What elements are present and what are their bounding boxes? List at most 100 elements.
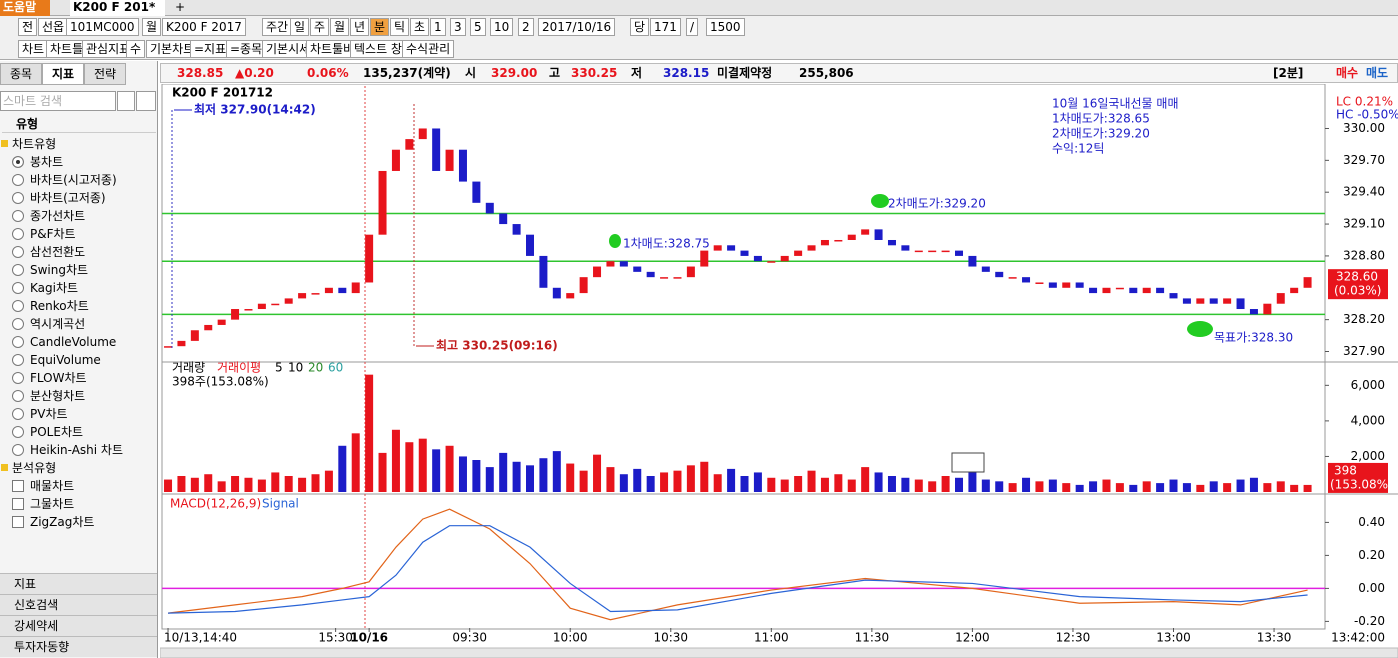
toolbar-button[interactable]: 일 [290,18,310,36]
toolbar-button[interactable]: 차트 [18,40,49,58]
toolbar-button[interactable]: 주 [310,18,330,36]
toolbar-button[interactable]: 텍스트 창 [350,40,406,58]
radio[interactable] [12,282,24,294]
radio[interactable] [12,336,24,348]
status-button[interactable]: [2분] [1273,66,1304,80]
list-item[interactable]: 역시계곡선 [30,317,86,331]
checkbox[interactable] [12,516,24,528]
sidebar-tab[interactable]: 전략 [84,63,126,85]
radio[interactable] [12,246,24,258]
radio[interactable] [12,300,24,312]
status-button[interactable]: 매수 [1336,66,1359,80]
toolbar-button[interactable]: 주간 [262,18,293,36]
radio[interactable] [12,426,24,438]
candle [981,266,990,272]
candle [365,234,374,283]
list-item[interactable]: EquiVolume [30,353,101,367]
list-item[interactable]: 봉차트 [30,155,64,169]
toolbar-button[interactable]: K200 F 2017 [162,18,246,36]
sidebar-tab[interactable]: 종목 [0,63,42,85]
checkbox[interactable] [12,498,24,510]
toolbar-button[interactable]: 3 [450,18,466,36]
toolbar-button[interactable]: 전 [18,18,38,36]
toolbar-button[interactable]: 5 [470,18,486,36]
search-clear[interactable] [117,91,135,111]
volume-bar [1276,481,1285,492]
toolbar-button[interactable]: 관심지표 [82,40,135,58]
list-item[interactable]: 삼선전환도 [30,245,86,259]
toolbar-button[interactable]: 수식관리 [402,40,455,58]
search-button[interactable] [136,91,156,111]
status-button[interactable]: 매도 [1366,66,1389,80]
toolbar-button[interactable]: 기본시세 [262,40,315,58]
toolbar-button[interactable]: 기본차트 [146,40,199,58]
sidebar-section[interactable]: 강세약세 [0,615,157,636]
toolbar-button[interactable]: 101MC000 [66,18,139,36]
toolbar-button[interactable]: 월 [142,18,162,36]
sidebar-section[interactable]: 신호검색 [0,594,157,615]
list-item[interactable]: 그물차트 [30,497,75,511]
list-item[interactable]: 종가선차트 [30,209,86,223]
legend-entry: MACD(12,26,9) [170,497,261,511]
toolbar-button[interactable]: 1500 [706,18,745,36]
candle [552,287,561,299]
radio[interactable] [12,408,24,420]
checkbox[interactable] [12,480,24,492]
radio[interactable] [12,192,24,204]
toolbar-button[interactable]: =지표 [190,40,231,58]
radio[interactable] [12,228,24,240]
radio[interactable] [12,354,24,366]
list-item[interactable]: ZigZag차트 [30,515,95,529]
radio[interactable] [12,210,24,222]
tab[interactable]: K200 F 201* [70,0,165,16]
toolbar-button[interactable]: 초 [410,18,430,36]
list-item[interactable]: 바차트(시고저종) [30,173,117,187]
group-title[interactable]: 분석유형 [12,461,57,475]
candle [418,128,427,140]
toolbar-button[interactable]: 당 [630,18,650,36]
list-item[interactable]: P&F차트 [30,227,76,241]
group-title[interactable]: 차트유형 [12,137,57,151]
list-item[interactable]: Swing차트 [30,263,89,277]
toolbar-button[interactable]: 틱 [390,18,410,36]
list-item[interactable]: CandleVolume [30,335,117,349]
tab[interactable]: + [175,0,186,14]
toolbar-button[interactable]: 선옵 [38,18,69,36]
radio[interactable] [12,156,24,168]
radio[interactable] [12,372,24,384]
toolbar-button[interactable]: 2017/10/16 [538,18,616,36]
toolbar-button[interactable]: 년 [350,18,370,36]
toolbar-button[interactable]: 1 [430,18,446,36]
sidebar-section[interactable]: 투자자동향 [0,636,157,657]
radio[interactable] [12,444,24,456]
toolbar-button[interactable]: 수 [126,40,146,58]
radio[interactable] [12,174,24,186]
radio[interactable] [12,264,24,276]
toolbar-button[interactable]: 10 [490,18,514,36]
section-title[interactable]: 유형 [2,115,156,133]
toolbar-button[interactable]: 2 [518,18,534,36]
toolbar-button[interactable]: / [686,18,699,36]
toolbar-button[interactable]: 차트틀 [46,40,88,58]
toolbar-button[interactable]: =종목 [226,40,267,58]
list-item[interactable]: 바차트(고저종) [30,191,106,205]
list-item[interactable]: PV차트 [30,407,68,421]
radio[interactable] [12,390,24,402]
list-item[interactable]: Heikin-Ashi 차트 [30,443,123,457]
toolbar-button[interactable]: 171 [650,18,681,36]
sidebar-tab[interactable]: 지표 [42,63,84,85]
list-item[interactable]: Kagi차트 [30,281,79,295]
list-item[interactable]: 매물차트 [30,479,75,493]
list-item[interactable]: 분산형차트 [30,389,86,403]
list-item[interactable]: Renko차트 [30,299,89,313]
sidebar-section[interactable]: 지표 [0,573,157,594]
toolbar-button[interactable]: 월 [330,18,350,36]
toolbar-button[interactable]: 분 [370,18,390,36]
radio[interactable] [12,318,24,330]
search-box[interactable]: 스마트 검색 [0,91,116,111]
legend-entry: 60 [328,361,343,375]
list-item[interactable]: FLOW차트 [30,371,87,385]
list-item[interactable]: POLE차트 [30,425,84,439]
toolbar-button[interactable]: 차트툴바 [306,40,359,58]
tab[interactable]: 도움말 [0,0,50,16]
